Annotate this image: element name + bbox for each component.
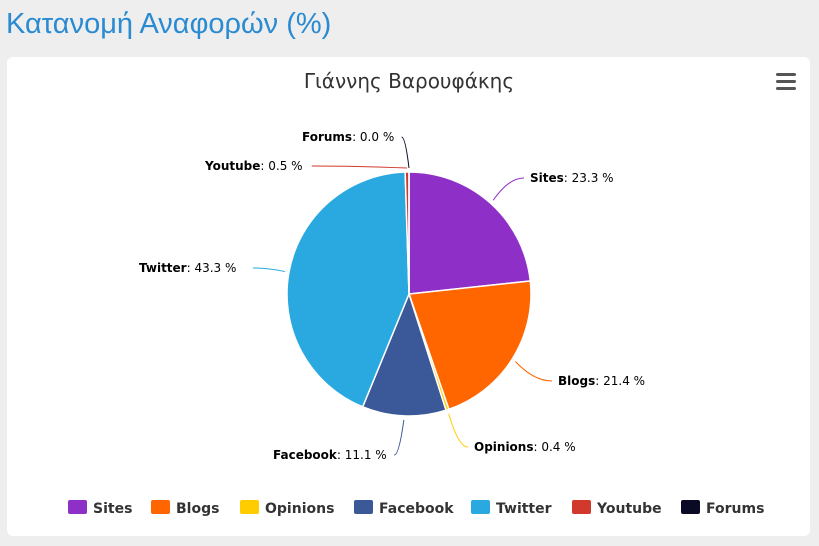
legend-item-twitter[interactable]: Twitter [471,500,552,517]
slice-labels: Sites: 23.3 % Blogs: 21.4 % Opinions: 0.4 … [139,130,645,462]
connector-sites [492,177,525,201]
label-blogs: Blogs: 21.4 % [558,374,645,388]
chart-menu-button[interactable] [776,73,796,90]
legend-item-forums[interactable]: Forums [681,500,764,517]
legend-label: Youtube [596,501,662,517]
connector-forums [401,136,410,169]
label-opinions: Opinions: 0.4 % [474,440,576,454]
label-forums: Forums: 0.0 % [302,130,394,144]
connector-opinions [448,413,469,448]
legend-swatch [240,500,259,514]
slice-facebook[interactable] [361,291,447,417]
legend-item-blogs[interactable]: Blogs [151,500,219,517]
legend-swatch [681,500,700,514]
slice-blogs[interactable] [407,280,532,411]
pie-slices [286,171,532,417]
chart-title: Γιάννης Βαρουφάκης [304,69,514,93]
hamburger-icon [776,73,796,76]
page-title: Κατανομή Αναφορών (%) [6,8,332,40]
label-youtube: Youtube: 0.5 % [204,159,303,173]
legend-swatch [151,500,170,514]
label-sites: Sites: 23.3 % [530,171,614,185]
legend: Sites Blogs Opinions Facebook Twitter Youtube… [68,500,764,517]
legend-swatch [572,500,591,514]
legend-item-youtube[interactable]: Youtube [572,500,662,517]
legend-swatch [68,500,87,514]
connector-facebook [394,419,405,456]
label-twitter: Twitter: 43.3 % [139,261,236,275]
label-facebook: Facebook: 11.1 % [273,448,387,462]
legend-swatch [354,500,373,514]
legend-item-facebook[interactable]: Facebook [354,500,454,517]
slice-sites[interactable] [408,171,532,295]
slice-twitter[interactable] [286,171,410,408]
legend-label: Twitter [496,501,552,517]
legend-label: Sites [93,501,132,517]
legend-item-sites[interactable]: Sites [68,500,132,517]
legend-label: Opinions [265,501,334,517]
legend-swatch [471,500,490,514]
legend-label: Blogs [176,501,219,517]
connector-twitter [252,267,286,273]
legend-label: Facebook [379,501,454,517]
legend-label: Forums [706,501,764,517]
connector-youtube [311,165,408,169]
legend-item-opinions[interactable]: Opinions [240,500,334,517]
connector-blogs [515,361,553,382]
